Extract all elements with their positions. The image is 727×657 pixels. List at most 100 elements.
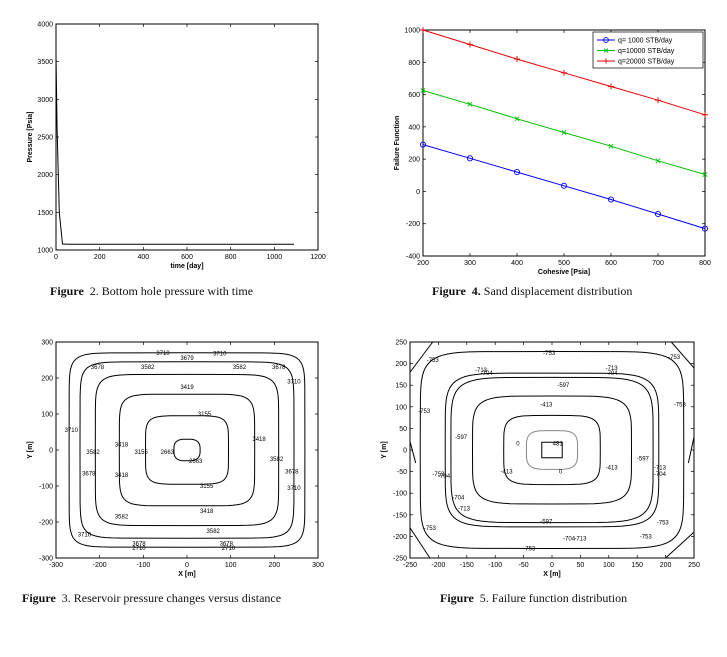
- fig5-y-tick-label: -100: [393, 491, 407, 498]
- fig2-y-tick-label: 1000: [37, 248, 53, 255]
- fig2-x-tick-label: 800: [225, 254, 237, 261]
- fig3-contour-3678: [79, 361, 295, 539]
- fig3-contour-label: 3582: [233, 365, 247, 371]
- fig4-point-marker: [419, 141, 427, 148]
- fig5-x-tick-label: 100: [603, 562, 615, 569]
- fig5-contour-label: -597: [455, 435, 468, 441]
- fig5-contour-label: -753: [523, 546, 536, 552]
- fig5-contour-label: -713: [606, 366, 619, 372]
- fig2-x-tick-label: 200: [94, 254, 106, 261]
- fig4-y-tick-label: 600: [408, 92, 420, 99]
- fig4-x-tick-label: 800: [699, 260, 711, 267]
- fig5-contour-label: -713: [574, 537, 587, 543]
- fig5-y-tick-label: 50: [399, 426, 407, 433]
- fig3-y-tick-label: 200: [41, 376, 53, 383]
- fig2-plot-frame: [55, 23, 319, 251]
- fig5-contour-label: -753: [424, 526, 437, 532]
- fig3-y-tick-label: -200: [39, 520, 53, 527]
- fig3-contour-label: 3710: [78, 533, 92, 539]
- fig3-contour-label: 3155: [200, 484, 214, 490]
- fig5-contour-label: -413: [606, 465, 619, 471]
- fig5-contour-label: -753: [640, 534, 653, 540]
- fig3-contour-2663: [173, 438, 201, 462]
- fig5-contour-label: -713: [654, 465, 667, 471]
- fig5-contour-label: -704: [606, 371, 619, 377]
- fig4-point-marker: [654, 210, 662, 218]
- fig5-x-tick-label: -200: [431, 562, 445, 569]
- fig5-contour-label: -713: [458, 506, 471, 512]
- fig5-contour-label: -753: [674, 403, 687, 409]
- fig3-x-axis-label: X [m]: [178, 571, 196, 578]
- fig4-series-line-0: [422, 144, 706, 230]
- fig5-y-tick-label: 150: [395, 383, 407, 390]
- fig4-y-tick-label: 800: [408, 60, 420, 67]
- fig5-contour-label: -413: [540, 403, 553, 409]
- fig3-x-tick-label: -300: [49, 562, 63, 569]
- fig4-panel: 200 300 400 500 600 700 800 -400 -200 0 200 400 600 8…: [378, 16, 718, 281]
- fig5-y-tick-label: 100: [395, 404, 407, 411]
- fig4-x-tick-label: 400: [511, 260, 523, 267]
- fig2-chart: 0 200 400 600 800 1000 1200 1000 1500 2000 2500 300…: [27, 22, 326, 271]
- fig5-contour-label: -597: [637, 457, 650, 463]
- fig5-x-tick-label: -50: [519, 562, 529, 569]
- fig4-point-marker: [466, 155, 474, 162]
- fig4-point-marker: [420, 88, 426, 94]
- fig3-x-tick-label: 300: [312, 562, 324, 569]
- fig3-y-tick-label: -100: [39, 484, 53, 491]
- fig4-y-tick-label: 1000: [404, 28, 420, 35]
- fig4-point-marker: [420, 27, 426, 33]
- fig5-x-axis-label: X [m]: [543, 571, 561, 578]
- fig5-x-tick-label: 150: [631, 562, 643, 569]
- fig3-contour-label: 3582: [115, 515, 129, 521]
- fig3-contour-label: 3710: [287, 380, 301, 386]
- fig3-contour-label: 3710: [213, 352, 227, 358]
- fig3-contour-label: 3678: [220, 542, 234, 548]
- fig4-y-tick-label: -400: [406, 254, 420, 261]
- fig3-contour-label: 2663: [189, 459, 203, 465]
- fig4-point-marker: [702, 171, 708, 177]
- fig5-caption: Figure 5. Failure function distribution: [440, 591, 627, 606]
- fig3-contour-label: 3710: [156, 351, 170, 357]
- fig3-contour-label: 3679: [180, 356, 194, 362]
- fig4-point-marker: [561, 69, 567, 76]
- fig3-y-tick-label: 300: [41, 340, 53, 347]
- fig3-contour-label: 2663: [161, 450, 175, 456]
- fig4-y-tick-label: 400: [408, 124, 420, 131]
- fig4-legend-label: q=10000 STB/day: [618, 48, 675, 55]
- fig5-contour-0: [525, 430, 579, 470]
- fig5-contour-label: -704: [438, 474, 451, 480]
- fig5-contour-label: -704: [481, 371, 494, 377]
- fig5-y-tick-label: -250: [393, 556, 407, 563]
- fig5-contour-label: -704: [654, 472, 667, 478]
- fig2-y-tick-label: 2000: [37, 172, 53, 179]
- fig5-corner-contour: [665, 531, 695, 559]
- fig5-contour-label: 0: [516, 442, 520, 448]
- fig4-y-tick-label: -200: [406, 221, 420, 228]
- fig4-point-marker: [560, 182, 568, 189]
- fig4-x-axis-label: Cohesive [Psia]: [538, 269, 590, 276]
- fig5-contour-label: 0: [559, 470, 563, 476]
- fig3-panel: -300 -200 -100 0 100 200 300 -300 -200 -100 0 100 20…: [20, 330, 340, 588]
- fig4-point-marker: [655, 97, 661, 104]
- fig5-contour--753: [419, 350, 685, 550]
- fig4-caption-num: 4.: [471, 284, 481, 298]
- fig4-x-tick-label: 200: [417, 260, 429, 267]
- fig2-caption-text: Bottom hole pressure with time: [101, 284, 254, 298]
- fig4-point-marker: [702, 111, 708, 118]
- fig5-contour-label: -704: [563, 537, 576, 543]
- fig5-corner-contour: [670, 341, 695, 369]
- fig3-contour-label: 3678: [272, 365, 286, 371]
- fig4-point-marker: [513, 169, 521, 176]
- fig5-x-tick-label: 250: [688, 562, 700, 569]
- fig4-point-marker: [561, 129, 567, 136]
- fig5-chart: -250 -200 -150 -100 -50 0 50 100 150 200 250 -250 -2…: [381, 340, 700, 579]
- fig3-caption-label: Figure: [22, 591, 56, 605]
- fig4-point-marker: [608, 83, 614, 90]
- fig5-corner-contour: [687, 436, 695, 464]
- fig5-y-tick-label: 200: [395, 361, 407, 368]
- fig2-y-tick-label: 2500: [37, 135, 53, 142]
- fig2-pressure-line: [55, 54, 294, 245]
- fig2-caption-label: Figure: [50, 284, 84, 298]
- fig4-legend-marker: [603, 37, 609, 43]
- fig2-x-axis-label: time [day]: [170, 263, 203, 270]
